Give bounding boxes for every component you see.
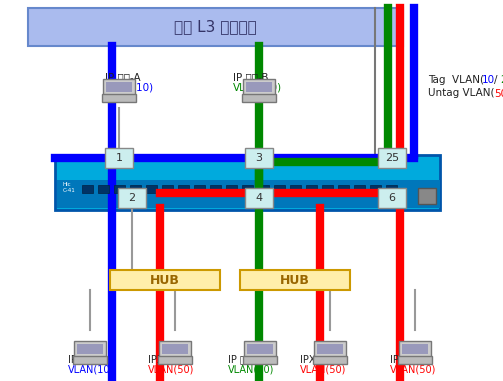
- Bar: [98, 185, 109, 193]
- Text: IPX 端末-G: IPX 端末-G: [390, 354, 432, 364]
- Bar: [130, 185, 141, 193]
- Text: VLAN(50): VLAN(50): [390, 364, 437, 374]
- Bar: [162, 344, 188, 354]
- FancyBboxPatch shape: [103, 79, 135, 95]
- Text: VLAN(10): VLAN(10): [105, 82, 154, 92]
- Bar: [290, 185, 301, 193]
- Bar: [274, 185, 285, 193]
- Text: VLAN(50): VLAN(50): [300, 364, 347, 374]
- Text: Tag  VLAN(: Tag VLAN(: [428, 75, 484, 85]
- Text: 3: 3: [256, 153, 263, 163]
- Text: IP 端末-B: IP 端末-B: [233, 72, 269, 82]
- Text: HUB: HUB: [280, 274, 310, 287]
- FancyBboxPatch shape: [110, 270, 220, 290]
- Bar: [226, 185, 237, 193]
- Bar: [210, 185, 221, 193]
- Bar: [418, 188, 436, 204]
- Bar: [313, 356, 347, 364]
- Text: 10: 10: [482, 75, 495, 85]
- Bar: [354, 185, 365, 193]
- Bar: [194, 185, 205, 193]
- Text: VLAN(20): VLAN(20): [228, 364, 274, 374]
- Text: Untag VLAN(: Untag VLAN(: [428, 88, 494, 98]
- Bar: [106, 82, 132, 92]
- Bar: [398, 356, 432, 364]
- Bar: [242, 185, 253, 193]
- FancyBboxPatch shape: [245, 188, 273, 208]
- Bar: [317, 344, 343, 354]
- FancyBboxPatch shape: [244, 341, 276, 357]
- Bar: [178, 185, 189, 193]
- Text: IP 端末-A: IP 端末-A: [105, 72, 141, 82]
- FancyBboxPatch shape: [378, 148, 406, 168]
- Text: IPX 端末-D: IPX 端末-D: [148, 354, 190, 364]
- Bar: [247, 344, 273, 354]
- FancyBboxPatch shape: [243, 79, 275, 95]
- Bar: [322, 185, 333, 193]
- Bar: [386, 185, 397, 193]
- FancyBboxPatch shape: [57, 180, 440, 208]
- Text: 1: 1: [116, 153, 123, 163]
- Bar: [402, 344, 428, 354]
- FancyBboxPatch shape: [55, 155, 440, 210]
- FancyBboxPatch shape: [245, 148, 273, 168]
- FancyBboxPatch shape: [105, 148, 133, 168]
- FancyBboxPatch shape: [28, 8, 403, 46]
- Bar: [338, 185, 349, 193]
- FancyBboxPatch shape: [378, 188, 406, 208]
- Bar: [77, 344, 103, 354]
- FancyBboxPatch shape: [118, 188, 146, 208]
- Text: 上位 L3 スイッチ: 上位 L3 スイッチ: [174, 19, 257, 35]
- Bar: [102, 94, 136, 102]
- Text: VLAN(20): VLAN(20): [233, 82, 282, 92]
- Bar: [306, 185, 317, 193]
- Text: IP 端末-E: IP 端末-E: [228, 354, 262, 364]
- Text: 20): 20): [500, 75, 503, 85]
- Text: VLAN(50): VLAN(50): [148, 364, 194, 374]
- Bar: [73, 356, 107, 364]
- Bar: [258, 185, 269, 193]
- Text: IPX 端末-F: IPX 端末-F: [300, 354, 340, 364]
- Text: 2: 2: [128, 193, 136, 203]
- Bar: [246, 82, 272, 92]
- Text: 6: 6: [388, 193, 395, 203]
- Bar: [146, 185, 157, 193]
- Bar: [158, 356, 192, 364]
- FancyBboxPatch shape: [74, 341, 106, 357]
- FancyBboxPatch shape: [240, 270, 350, 290]
- Bar: [242, 94, 276, 102]
- Text: 4: 4: [256, 193, 263, 203]
- FancyBboxPatch shape: [399, 341, 431, 357]
- Bar: [243, 356, 277, 364]
- FancyBboxPatch shape: [159, 341, 191, 357]
- Text: /: /: [494, 75, 497, 85]
- Text: IP 端末-C: IP 端末-C: [68, 354, 102, 364]
- Text: 25: 25: [385, 153, 399, 163]
- FancyBboxPatch shape: [314, 341, 346, 357]
- Text: VLAN(10): VLAN(10): [68, 364, 114, 374]
- Text: 50): 50): [494, 88, 503, 98]
- Text: HUB: HUB: [150, 274, 180, 287]
- Bar: [82, 185, 93, 193]
- Bar: [162, 185, 173, 193]
- Bar: [114, 185, 125, 193]
- Text: Hic
C-41: Hic C-41: [63, 182, 76, 193]
- Bar: [370, 185, 381, 193]
